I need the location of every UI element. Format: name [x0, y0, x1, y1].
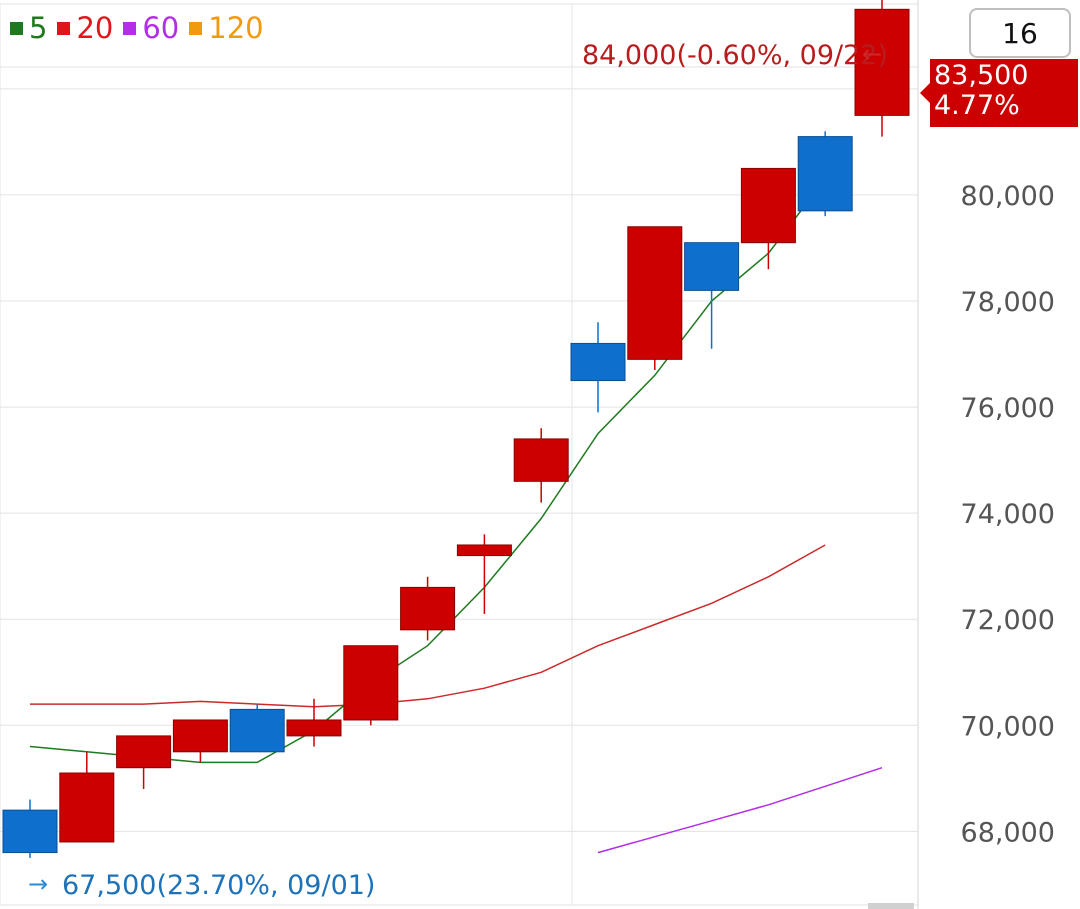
candle-body [854, 8, 910, 116]
candle [797, 131, 853, 217]
candle [400, 576, 456, 641]
low-annotation: 67,500(23.70%, 09/01) [62, 870, 376, 901]
ma20-line [30, 544, 826, 708]
candle [343, 645, 399, 726]
candle-body [797, 136, 853, 212]
high-annotation: 84,000(-0.60%, 09/22) [581, 40, 888, 71]
candle [684, 242, 740, 349]
ma60-line [597, 766, 883, 854]
current-price-change: 4.77% [934, 90, 1020, 121]
candle-body [116, 735, 172, 769]
candle-body [172, 719, 228, 753]
y-tick-label: 74,000 [961, 499, 1055, 530]
scroll-handle [868, 903, 914, 909]
candle-body [229, 708, 285, 753]
y-tick-label: 76,000 [961, 393, 1055, 424]
candles [2, 0, 910, 858]
current-price-value: 83,500 [934, 60, 1029, 91]
legend: 5 20 60 120 [10, 10, 274, 46]
legend-swatch-20 [57, 21, 71, 35]
current-price-tag: 83,500 4.77% [920, 59, 1078, 127]
legend-label-120: 120 [208, 11, 264, 45]
candle [59, 751, 115, 843]
candle [513, 428, 569, 503]
left-arrow-icon: ← [862, 40, 883, 68]
y-axis: 68,000 70,000 72,000 74,000 76,000 78,000 80,0… [961, 75, 1055, 848]
candle [854, 0, 910, 137]
candle-body [740, 167, 796, 244]
legend-label-5: 5 [29, 11, 48, 45]
y-tick-label: 78,000 [961, 287, 1055, 318]
candle-count-button[interactable]: 16 [969, 8, 1071, 58]
candle [172, 719, 228, 763]
legend-label-20: 20 [76, 11, 114, 45]
candle-body [627, 226, 683, 360]
legend-item-120[interactable]: 120 [189, 11, 264, 45]
legend-swatch-5 [10, 21, 23, 35]
candle-body [400, 586, 456, 631]
candle-body [59, 772, 115, 843]
candle [2, 799, 58, 858]
y-tick-label: 70,000 [961, 711, 1055, 742]
candle-body [2, 809, 58, 854]
legend-item-5[interactable]: 5 [10, 11, 47, 45]
candle-body [570, 342, 626, 382]
y-tick-label: 80,000 [961, 181, 1055, 212]
legend-label-60: 60 [142, 11, 180, 45]
candle [740, 167, 796, 270]
candle-body [684, 242, 740, 291]
candle-body [343, 645, 399, 721]
candle-count-label: 16 [1002, 16, 1038, 50]
candle [570, 322, 626, 413]
candle [286, 698, 342, 747]
legend-swatch-120 [189, 21, 203, 35]
candle-body [513, 438, 569, 482]
candle [627, 226, 683, 370]
plot-frame [0, 3, 919, 906]
legend-swatch-60 [123, 21, 137, 35]
right-arrow-icon: → [28, 870, 49, 898]
candle [229, 704, 285, 753]
candle [116, 735, 172, 789]
candle-body [456, 544, 512, 557]
candle [456, 534, 512, 614]
grid-lines [0, 0, 919, 909]
y-tick-label: 68,000 [961, 817, 1055, 848]
y-tick-label: 72,000 [961, 605, 1055, 636]
legend-item-20[interactable]: 20 [57, 11, 113, 45]
legend-item-60[interactable]: 60 [123, 11, 179, 45]
candle-body [286, 719, 342, 737]
